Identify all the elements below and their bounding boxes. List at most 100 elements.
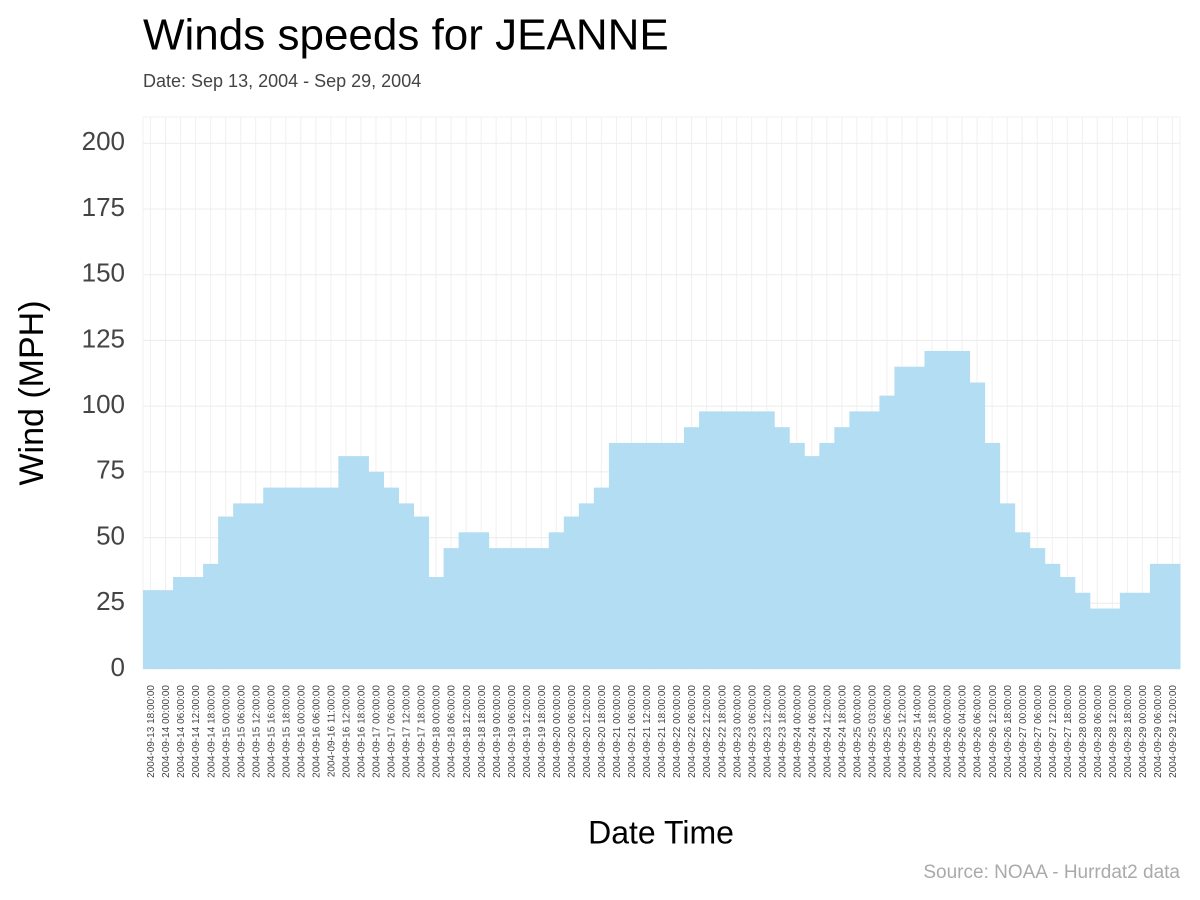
x-tick-label: 2004-09-18 18:00:00 xyxy=(477,685,488,778)
bar xyxy=(623,442,640,669)
x-tick-label: 2004-09-23 00:00:00 xyxy=(732,685,743,778)
source-note: Source: NOAA - Hurrdat2 data xyxy=(923,862,1180,883)
bar xyxy=(1089,608,1106,669)
x-tick-label: 2004-09-19 18:00:00 xyxy=(537,685,548,778)
bar xyxy=(593,487,610,669)
x-tick-label: 2004-09-28 12:00:00 xyxy=(1108,685,1119,778)
x-tick-label: 2004-09-16 06:00:00 xyxy=(311,685,322,778)
x-tick-label: 2004-09-19 12:00:00 xyxy=(522,685,533,778)
chart-title: Winds speeds for JEANNE xyxy=(143,11,669,60)
bar xyxy=(263,487,279,669)
bar xyxy=(488,548,505,669)
bar xyxy=(1164,563,1181,669)
bar xyxy=(669,442,685,669)
x-tick-label: 2004-09-23 06:00:00 xyxy=(747,685,758,778)
x-tick-label: 2004-09-18 12:00:00 xyxy=(462,685,473,778)
x-tick-label: 2004-09-21 18:00:00 xyxy=(657,685,668,778)
x-tick-label: 2004-09-25 18:00:00 xyxy=(928,685,939,778)
x-tick-label: 2004-09-14 12:00:00 xyxy=(191,685,202,778)
bar xyxy=(1044,563,1061,669)
x-tick-label: 2004-09-24 00:00:00 xyxy=(792,685,803,778)
x-tick-label: 2004-09-27 06:00:00 xyxy=(1033,685,1044,778)
x-tick-label: 2004-09-22 06:00:00 xyxy=(687,685,698,778)
x-tick-label: 2004-09-21 00:00:00 xyxy=(612,685,623,778)
bar xyxy=(533,548,550,669)
bar xyxy=(894,366,910,669)
bar xyxy=(954,350,971,669)
y-tick-label: 150 xyxy=(82,258,125,288)
bar xyxy=(939,350,956,669)
bar xyxy=(563,516,580,669)
bar xyxy=(158,590,174,669)
x-tick-label: 2004-09-17 18:00:00 xyxy=(417,685,428,778)
bar xyxy=(548,532,565,669)
bar xyxy=(984,442,1001,669)
x-tick-label: 2004-09-20 00:00:00 xyxy=(552,685,563,778)
bar xyxy=(188,577,204,669)
bar xyxy=(653,442,670,669)
bar xyxy=(323,487,339,669)
bar xyxy=(443,548,460,669)
y-tick-label: 200 xyxy=(82,126,125,156)
bar xyxy=(819,442,835,669)
bar xyxy=(834,427,850,669)
x-tick-label: 2004-09-15 16:00:00 xyxy=(266,685,277,778)
bar xyxy=(1104,608,1121,669)
x-tick-label: 2004-09-22 12:00:00 xyxy=(702,685,713,778)
bar xyxy=(218,516,234,669)
bar xyxy=(413,516,430,669)
bar xyxy=(909,366,926,669)
bar xyxy=(714,411,730,669)
bar xyxy=(233,503,249,669)
x-tick-label: 2004-09-14 18:00:00 xyxy=(206,685,217,778)
bar xyxy=(1134,592,1151,669)
x-tick-label: 2004-09-18 00:00:00 xyxy=(432,685,443,778)
x-tick-label: 2004-09-13 18:00:00 xyxy=(146,685,157,778)
x-tick-label: 2004-09-20 18:00:00 xyxy=(597,685,608,778)
y-tick-label: 50 xyxy=(96,520,125,550)
x-tick-label: 2004-09-25 00:00:00 xyxy=(853,685,864,778)
x-tick-label: 2004-09-16 12:00:00 xyxy=(342,685,353,778)
bar xyxy=(458,532,475,669)
x-tick-label: 2004-09-28 00:00:00 xyxy=(1078,685,1089,778)
bar xyxy=(1014,532,1031,669)
bar xyxy=(774,427,790,669)
y-axis-label: Wind (MPH) xyxy=(13,300,51,485)
bar xyxy=(1149,563,1166,669)
bar xyxy=(398,503,415,669)
x-tick-label: 2004-09-25 03:00:00 xyxy=(868,685,879,778)
x-tick-label: 2004-09-26 00:00:00 xyxy=(943,685,954,778)
x-tick-label: 2004-09-25 12:00:00 xyxy=(898,685,909,778)
bar xyxy=(278,487,294,669)
bar xyxy=(578,503,595,669)
x-tick-label: 2004-09-20 06:00:00 xyxy=(567,685,578,778)
bar xyxy=(308,487,324,669)
x-tick-label: 2004-09-15 00:00:00 xyxy=(221,685,232,778)
x-tick-label: 2004-09-29 06:00:00 xyxy=(1153,685,1164,778)
bar xyxy=(608,442,625,669)
bar xyxy=(969,382,986,669)
x-tick-label: 2004-09-26 04:00:00 xyxy=(958,685,969,778)
bar xyxy=(473,532,490,669)
x-tick-label: 2004-09-25 06:00:00 xyxy=(883,685,894,778)
chart-subtitle: Date: Sep 13, 2004 - Sep 29, 2004 xyxy=(143,71,421,91)
x-tick-label: 2004-09-16 00:00:00 xyxy=(296,685,307,778)
bar xyxy=(203,563,219,669)
bar xyxy=(999,503,1016,669)
x-tick-label: 2004-09-17 00:00:00 xyxy=(372,685,383,778)
x-tick-label: 2004-09-17 06:00:00 xyxy=(387,685,398,778)
x-tick-label: 2004-09-29 12:00:00 xyxy=(1168,685,1179,778)
y-tick-label: 0 xyxy=(111,652,125,682)
bar xyxy=(338,456,354,669)
bar xyxy=(1029,548,1046,669)
x-tick-label: 2004-09-14 06:00:00 xyxy=(176,685,187,778)
bar xyxy=(428,577,445,669)
x-tick-label: 2004-09-22 18:00:00 xyxy=(717,685,728,778)
bar xyxy=(1074,592,1091,669)
x-tick-label: 2004-09-28 06:00:00 xyxy=(1093,685,1104,778)
bar xyxy=(684,427,700,669)
bar xyxy=(518,548,535,669)
bar xyxy=(173,577,189,669)
x-tick-label: 2004-09-23 12:00:00 xyxy=(762,685,773,778)
